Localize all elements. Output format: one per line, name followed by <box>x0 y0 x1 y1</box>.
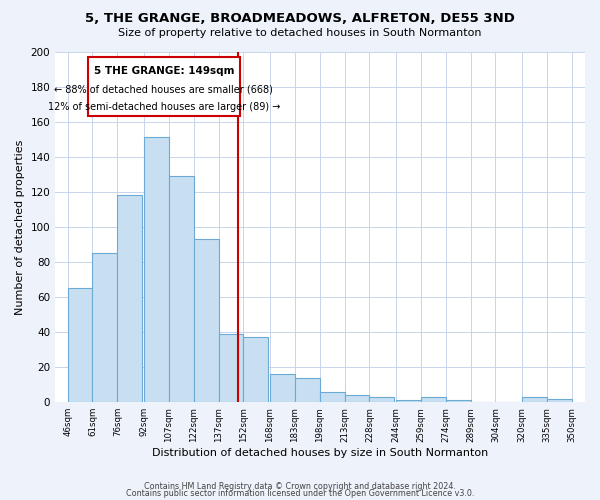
Bar <box>295 378 320 402</box>
Text: Contains HM Land Registry data © Crown copyright and database right 2024.: Contains HM Land Registry data © Crown c… <box>144 482 456 491</box>
Y-axis label: Number of detached properties: Number of detached properties <box>15 139 25 314</box>
Bar <box>270 374 295 402</box>
Text: 5 THE GRANGE: 149sqm: 5 THE GRANGE: 149sqm <box>94 66 234 76</box>
Bar <box>547 398 572 402</box>
Bar <box>370 397 394 402</box>
Text: 12% of semi-detached houses are larger (89) →: 12% of semi-detached houses are larger (… <box>47 102 280 113</box>
Text: Contains public sector information licensed under the Open Government Licence v3: Contains public sector information licen… <box>126 489 474 498</box>
Bar <box>244 338 268 402</box>
FancyBboxPatch shape <box>88 57 240 116</box>
Text: ← 88% of detached houses are smaller (668): ← 88% of detached houses are smaller (66… <box>55 85 273 95</box>
Bar <box>396 400 421 402</box>
X-axis label: Distribution of detached houses by size in South Normanton: Distribution of detached houses by size … <box>152 448 488 458</box>
Bar <box>169 176 194 402</box>
Bar <box>92 253 118 402</box>
Bar <box>446 400 470 402</box>
Bar <box>218 334 244 402</box>
Bar <box>320 392 344 402</box>
Bar <box>118 196 142 402</box>
Bar <box>144 138 169 402</box>
Bar <box>344 395 370 402</box>
Bar <box>421 397 446 402</box>
Text: 5, THE GRANGE, BROADMEADOWS, ALFRETON, DE55 3ND: 5, THE GRANGE, BROADMEADOWS, ALFRETON, D… <box>85 12 515 26</box>
Bar <box>68 288 92 402</box>
Bar <box>522 397 547 402</box>
Text: Size of property relative to detached houses in South Normanton: Size of property relative to detached ho… <box>118 28 482 38</box>
Bar <box>194 239 218 402</box>
